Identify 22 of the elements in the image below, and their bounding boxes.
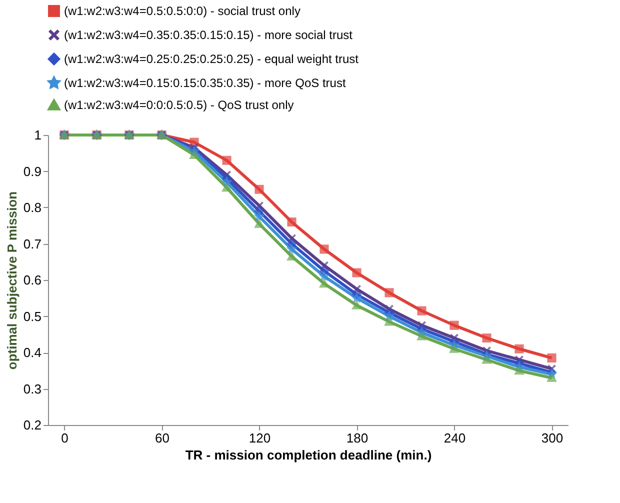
y-tick-label: 1 xyxy=(34,128,42,142)
x-tick-label: 300 xyxy=(541,430,564,446)
x-tick-label: 180 xyxy=(346,430,368,446)
legend-label: (w1:w2:w3:w4=0.15:0.15:0.35:0.35) - more QoS trust xyxy=(64,76,346,90)
y-tick-label: 0.8 xyxy=(23,200,42,215)
legend-label: (w1:w2:w3:w4=0.5:0.5:0:0) - social trust only xyxy=(64,4,300,18)
x-tick-label: 240 xyxy=(444,430,466,446)
x-tick-label: 0 xyxy=(61,430,68,446)
legend-label: (w1:w2:w3:w4=0.35:0.35:0.15:0.15) - more social trust xyxy=(64,28,354,42)
y-axis-title: optimal subjective P mission xyxy=(4,191,20,370)
x-axis-title: TR - mission completion deadline (min.) xyxy=(185,448,432,462)
y-tick-label: 0.4 xyxy=(23,345,42,360)
y-tick-label: 0.6 xyxy=(23,272,42,288)
legend-label: (w1:w2:w3:w4=0.25:0.25:0.25:0.25) - equal weight trust xyxy=(64,52,360,66)
y-tick-label: 0.5 xyxy=(23,308,42,324)
legend-label: (w1:w2:w3:w4=0:0:0.5:0.5) - QoS trust only xyxy=(64,98,294,112)
y-tick-label: 0.3 xyxy=(23,381,42,396)
x-tick-label: 60 xyxy=(155,430,170,446)
x-tick-label: 120 xyxy=(248,430,271,446)
y-tick-label: 0.2 xyxy=(23,418,42,432)
y-tick-label: 0.7 xyxy=(23,236,42,252)
y-tick-label: 0.9 xyxy=(23,164,42,179)
